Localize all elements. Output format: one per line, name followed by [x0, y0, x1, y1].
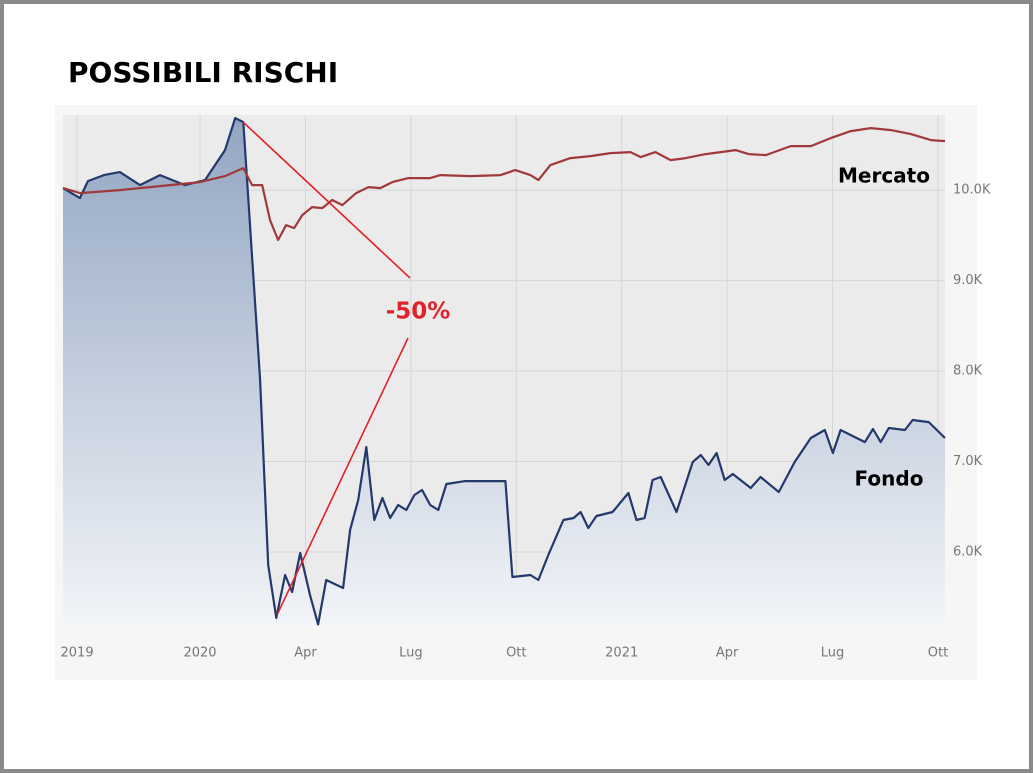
- series-line: [62, 117, 946, 626]
- y-tick-label: 10.0K: [953, 183, 991, 198]
- series-label: Fondo: [855, 467, 924, 491]
- series-label: Mercato: [838, 164, 930, 188]
- x-tick-label: 2019: [61, 646, 94, 661]
- annotation: -50%: [386, 299, 451, 325]
- x-tick-label: Lug: [399, 646, 423, 661]
- y-tick-label: 9.0K: [953, 273, 983, 288]
- chart: POSSIBILI RISCHI -50% Mercato Fondo 6.0K…: [55, 56, 991, 680]
- y-tick-label: 8.0K: [953, 364, 983, 379]
- x-tick-label: 2021: [605, 646, 638, 661]
- y-tick-label: 6.0K: [953, 544, 983, 559]
- chart-title: POSSIBILI RISCHI: [68, 56, 338, 89]
- x-tick-label: 2020: [183, 646, 216, 661]
- x-tick-label: Lug: [821, 646, 845, 661]
- x-tick-label: Apr: [294, 646, 317, 661]
- annotation-line: [276, 337, 409, 616]
- x-tick-label: Apr: [716, 646, 739, 661]
- series-area: [63, 118, 945, 625]
- x-tick-label: Ott: [928, 646, 948, 661]
- x-tick-label: Ott: [506, 646, 526, 661]
- series-line: [62, 127, 946, 242]
- annotation-line: [242, 121, 411, 279]
- y-tick-label: 7.0K: [953, 454, 983, 469]
